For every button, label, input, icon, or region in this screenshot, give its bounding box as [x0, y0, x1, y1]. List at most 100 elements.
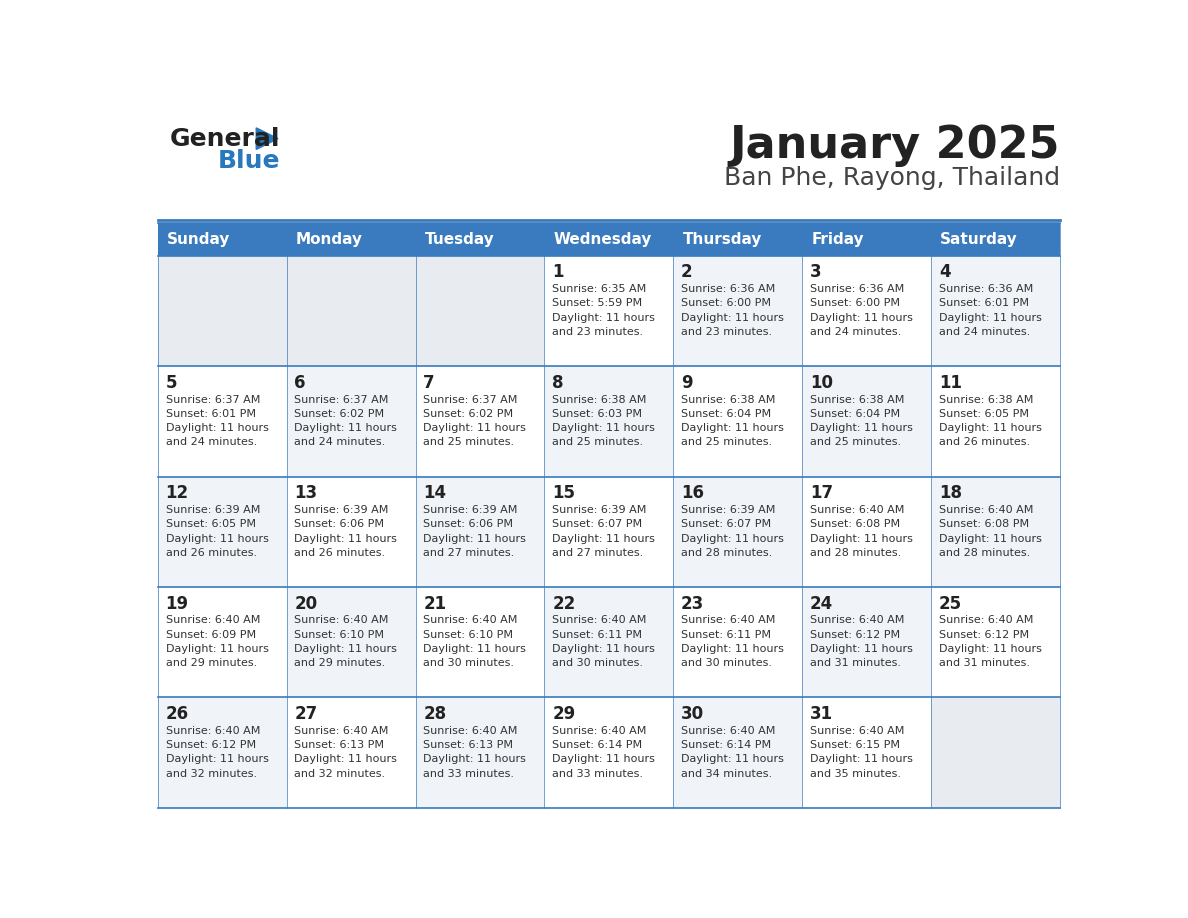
Text: Sunset: 6:07 PM: Sunset: 6:07 PM: [552, 520, 643, 530]
Bar: [416, 366, 544, 476]
Text: 17: 17: [810, 484, 833, 502]
Bar: [674, 256, 802, 366]
Text: Sunrise: 6:40 AM: Sunrise: 6:40 AM: [423, 726, 518, 736]
Bar: [802, 476, 931, 587]
Text: Sunset: 6:08 PM: Sunset: 6:08 PM: [939, 520, 1029, 530]
Text: Sunset: 6:01 PM: Sunset: 6:01 PM: [165, 409, 255, 419]
Text: 11: 11: [939, 374, 962, 392]
Bar: [674, 587, 802, 698]
Text: Sunrise: 6:37 AM: Sunrise: 6:37 AM: [295, 395, 388, 405]
Bar: [416, 698, 544, 808]
Text: 21: 21: [423, 595, 447, 612]
Text: Sunrise: 6:36 AM: Sunrise: 6:36 AM: [681, 285, 776, 294]
Text: Sunset: 6:08 PM: Sunset: 6:08 PM: [810, 520, 901, 530]
Text: Sunset: 6:13 PM: Sunset: 6:13 PM: [423, 740, 513, 750]
Text: Sunrise: 6:40 AM: Sunrise: 6:40 AM: [552, 726, 646, 736]
Text: Daylight: 11 hours: Daylight: 11 hours: [423, 533, 526, 543]
Text: Sunset: 6:12 PM: Sunset: 6:12 PM: [810, 630, 901, 640]
Text: Ban Phe, Rayong, Thailand: Ban Phe, Rayong, Thailand: [723, 165, 1060, 190]
Text: and 24 minutes.: and 24 minutes.: [295, 437, 386, 447]
Bar: [286, 256, 416, 366]
Text: 22: 22: [552, 595, 575, 612]
Text: Sunset: 6:10 PM: Sunset: 6:10 PM: [423, 630, 513, 640]
Text: Sunrise: 6:39 AM: Sunrise: 6:39 AM: [295, 505, 388, 515]
Text: and 25 minutes.: and 25 minutes.: [681, 437, 772, 447]
Text: Sunset: 6:04 PM: Sunset: 6:04 PM: [810, 409, 901, 419]
Text: Daylight: 11 hours: Daylight: 11 hours: [681, 313, 784, 322]
Bar: [802, 366, 931, 476]
Text: Daylight: 11 hours: Daylight: 11 hours: [681, 644, 784, 654]
Text: Sunrise: 6:40 AM: Sunrise: 6:40 AM: [295, 726, 388, 736]
Text: and 25 minutes.: and 25 minutes.: [552, 437, 643, 447]
Text: and 28 minutes.: and 28 minutes.: [681, 548, 772, 558]
Text: Daylight: 11 hours: Daylight: 11 hours: [681, 755, 784, 765]
Text: Daylight: 11 hours: Daylight: 11 hours: [165, 644, 268, 654]
Text: Daylight: 11 hours: Daylight: 11 hours: [295, 644, 397, 654]
Text: Sunset: 6:11 PM: Sunset: 6:11 PM: [552, 630, 643, 640]
Text: and 34 minutes.: and 34 minutes.: [681, 768, 772, 778]
Text: Daylight: 11 hours: Daylight: 11 hours: [295, 533, 397, 543]
Text: Daylight: 11 hours: Daylight: 11 hours: [681, 533, 784, 543]
Text: Sunrise: 6:40 AM: Sunrise: 6:40 AM: [939, 615, 1034, 625]
Text: and 32 minutes.: and 32 minutes.: [295, 768, 386, 778]
Bar: [802, 698, 931, 808]
Text: Daylight: 11 hours: Daylight: 11 hours: [165, 533, 268, 543]
Text: and 26 minutes.: and 26 minutes.: [165, 548, 257, 558]
Text: General: General: [170, 127, 280, 151]
Text: Sunrise: 6:39 AM: Sunrise: 6:39 AM: [681, 505, 776, 515]
Text: Sunrise: 6:40 AM: Sunrise: 6:40 AM: [165, 726, 260, 736]
Text: Sunset: 6:06 PM: Sunset: 6:06 PM: [295, 520, 385, 530]
Text: and 30 minutes.: and 30 minutes.: [552, 658, 643, 668]
Text: Sunset: 6:07 PM: Sunset: 6:07 PM: [681, 520, 771, 530]
Text: and 23 minutes.: and 23 minutes.: [681, 327, 772, 337]
Polygon shape: [257, 128, 278, 150]
Text: Daylight: 11 hours: Daylight: 11 hours: [810, 644, 912, 654]
Text: Daylight: 11 hours: Daylight: 11 hours: [295, 423, 397, 433]
Text: Daylight: 11 hours: Daylight: 11 hours: [165, 423, 268, 433]
Text: 20: 20: [295, 595, 317, 612]
Text: Sunset: 5:59 PM: Sunset: 5:59 PM: [552, 298, 643, 308]
Text: Daylight: 11 hours: Daylight: 11 hours: [552, 423, 655, 433]
Bar: [802, 256, 931, 366]
Text: Sunset: 6:15 PM: Sunset: 6:15 PM: [810, 740, 899, 750]
Bar: [158, 698, 286, 808]
Text: Sunrise: 6:40 AM: Sunrise: 6:40 AM: [681, 726, 776, 736]
Text: Sunset: 6:14 PM: Sunset: 6:14 PM: [681, 740, 771, 750]
Text: Saturday: Saturday: [941, 232, 1018, 247]
Text: and 32 minutes.: and 32 minutes.: [165, 768, 257, 778]
Bar: [674, 476, 802, 587]
Bar: [931, 587, 1060, 698]
Text: Sunrise: 6:40 AM: Sunrise: 6:40 AM: [295, 615, 388, 625]
Text: Blue: Blue: [217, 149, 280, 173]
Text: Sunrise: 6:37 AM: Sunrise: 6:37 AM: [423, 395, 518, 405]
Text: Daylight: 11 hours: Daylight: 11 hours: [552, 313, 655, 322]
Text: Daylight: 11 hours: Daylight: 11 hours: [423, 644, 526, 654]
Text: Sunset: 6:10 PM: Sunset: 6:10 PM: [295, 630, 385, 640]
Text: Sunrise: 6:35 AM: Sunrise: 6:35 AM: [552, 285, 646, 294]
Text: and 25 minutes.: and 25 minutes.: [810, 437, 901, 447]
Text: 9: 9: [681, 374, 693, 392]
Text: 28: 28: [423, 705, 447, 723]
Text: Sunset: 6:05 PM: Sunset: 6:05 PM: [939, 409, 1029, 419]
Bar: [544, 366, 674, 476]
Text: Sunrise: 6:38 AM: Sunrise: 6:38 AM: [810, 395, 904, 405]
Text: Sunrise: 6:36 AM: Sunrise: 6:36 AM: [810, 285, 904, 294]
Text: 25: 25: [939, 595, 962, 612]
Text: 29: 29: [552, 705, 575, 723]
Text: Sunset: 6:14 PM: Sunset: 6:14 PM: [552, 740, 643, 750]
Bar: [931, 256, 1060, 366]
Text: Sunrise: 6:39 AM: Sunrise: 6:39 AM: [165, 505, 260, 515]
Bar: [544, 587, 674, 698]
Text: Daylight: 11 hours: Daylight: 11 hours: [810, 533, 912, 543]
Text: 5: 5: [165, 374, 177, 392]
Text: and 27 minutes.: and 27 minutes.: [552, 548, 644, 558]
Text: January 2025: January 2025: [729, 124, 1060, 167]
Text: Sunrise: 6:40 AM: Sunrise: 6:40 AM: [552, 615, 646, 625]
Text: 8: 8: [552, 374, 563, 392]
Text: and 33 minutes.: and 33 minutes.: [423, 768, 514, 778]
Bar: [416, 587, 544, 698]
Bar: [158, 223, 1060, 256]
Text: 26: 26: [165, 705, 189, 723]
Text: and 24 minutes.: and 24 minutes.: [810, 327, 902, 337]
Text: 16: 16: [681, 484, 704, 502]
